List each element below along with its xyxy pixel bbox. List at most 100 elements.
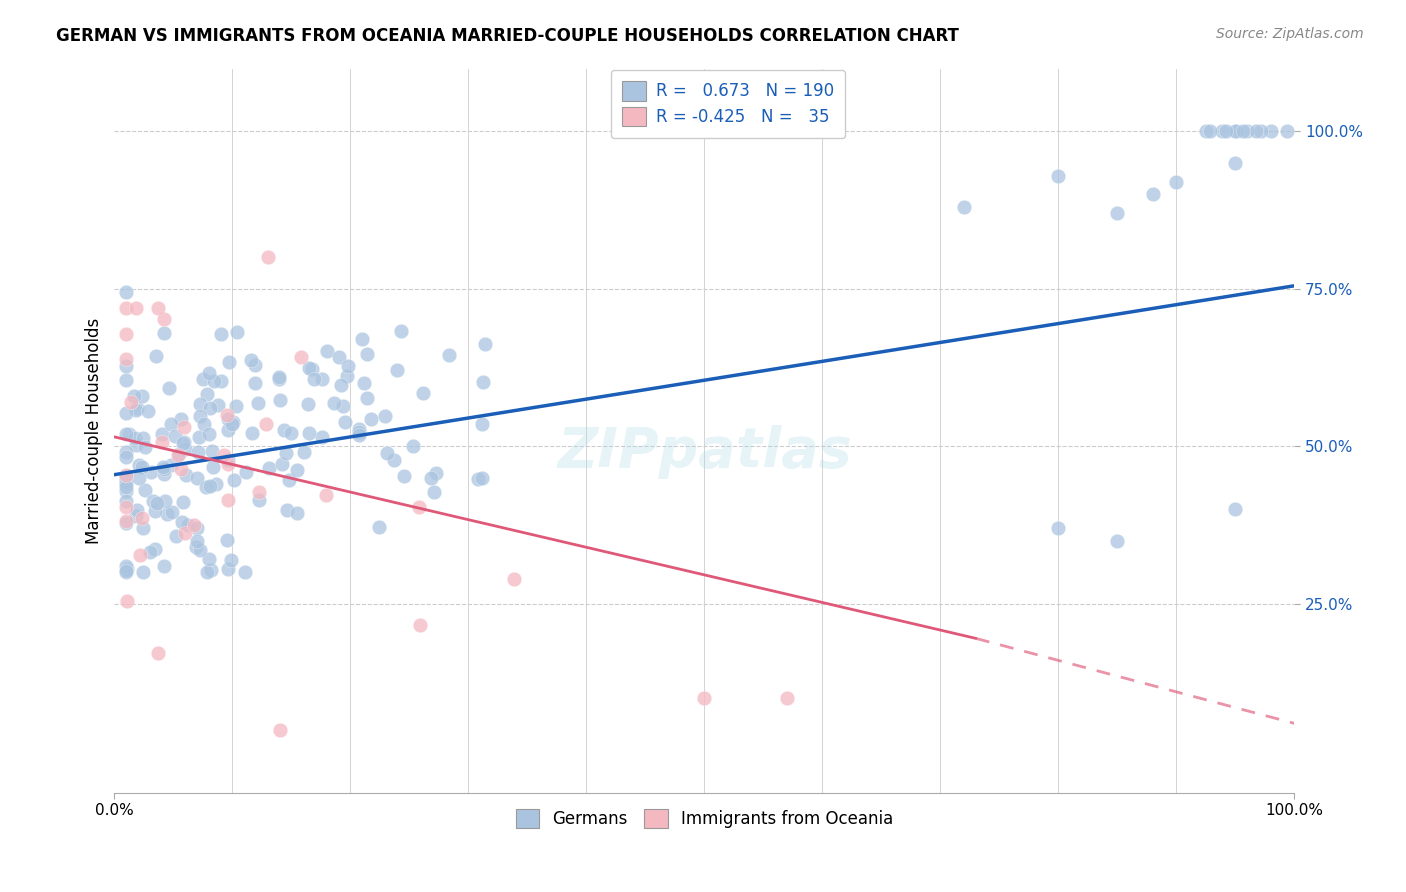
Point	[188, 542, 211, 557]
Point	[125, 301, 148, 315]
Point	[315, 488, 337, 502]
Point	[298, 426, 321, 441]
Point	[173, 434, 195, 449]
Point	[235, 465, 257, 479]
Point	[243, 358, 266, 372]
Point	[222, 415, 245, 429]
Point	[269, 392, 291, 407]
Point	[143, 541, 166, 556]
Point	[145, 349, 167, 363]
Point	[269, 723, 291, 737]
Point	[193, 417, 215, 431]
Point	[425, 467, 447, 481]
Point	[184, 540, 207, 554]
Point	[247, 484, 270, 499]
Point	[347, 427, 370, 442]
Point	[292, 444, 315, 458]
Point	[408, 500, 430, 515]
Point	[134, 440, 156, 454]
Point	[186, 471, 208, 485]
Point	[247, 492, 270, 507]
Point	[287, 506, 309, 520]
Point	[167, 447, 190, 461]
Point	[290, 350, 312, 364]
Point	[297, 397, 319, 411]
Point	[169, 461, 191, 475]
Point	[115, 359, 138, 373]
Point	[219, 553, 242, 567]
Point	[115, 494, 138, 508]
Point	[165, 529, 187, 543]
Point	[285, 463, 308, 477]
Point	[125, 438, 148, 452]
Point	[153, 467, 176, 481]
Point	[115, 514, 138, 528]
Point	[115, 450, 138, 464]
Point	[375, 446, 398, 460]
Point	[125, 401, 148, 415]
Point	[217, 533, 239, 547]
Point	[174, 442, 197, 457]
Point	[125, 403, 148, 417]
Point	[160, 458, 183, 472]
Point	[217, 562, 239, 576]
Point	[316, 343, 339, 358]
Point	[1223, 124, 1246, 138]
Point	[197, 427, 219, 442]
Point	[174, 467, 197, 482]
Point	[115, 566, 138, 580]
Point	[1199, 124, 1222, 138]
Point	[1225, 502, 1247, 516]
Point	[152, 459, 174, 474]
Point	[311, 372, 333, 386]
Point	[222, 473, 245, 487]
Point	[347, 422, 370, 436]
Point	[157, 381, 180, 395]
Point	[115, 562, 138, 576]
Point	[115, 476, 138, 491]
Point	[115, 475, 138, 490]
Point	[328, 350, 350, 364]
Point	[298, 360, 321, 375]
Point	[115, 564, 138, 578]
Point	[115, 480, 138, 494]
Point	[1166, 175, 1188, 189]
Point	[1246, 124, 1268, 138]
Point	[1211, 124, 1233, 138]
Point	[240, 352, 263, 367]
Point	[205, 477, 228, 491]
Point	[115, 516, 138, 530]
Point	[1107, 206, 1129, 220]
Point	[243, 376, 266, 390]
Point	[322, 395, 344, 409]
Point	[409, 617, 432, 632]
Point	[1107, 533, 1129, 548]
Point	[217, 492, 239, 507]
Point	[141, 465, 163, 479]
Text: Source: ZipAtlas.com: Source: ZipAtlas.com	[1216, 27, 1364, 41]
Point	[166, 448, 188, 462]
Point	[257, 461, 280, 475]
Point	[202, 459, 225, 474]
Point	[197, 552, 219, 566]
Point	[776, 691, 799, 706]
Point	[186, 520, 208, 534]
Point	[125, 503, 148, 517]
Point	[311, 430, 333, 444]
Point	[195, 387, 218, 401]
Point	[131, 460, 153, 475]
Point	[225, 325, 247, 339]
Point	[218, 354, 240, 368]
Point	[115, 445, 138, 459]
Point	[191, 372, 214, 386]
Point	[186, 533, 208, 548]
Point	[1232, 124, 1254, 138]
Point	[131, 389, 153, 403]
Point	[301, 362, 323, 376]
Point	[183, 518, 205, 533]
Point	[280, 426, 302, 441]
Point	[356, 391, 378, 405]
Point	[198, 401, 221, 415]
Point	[277, 473, 299, 487]
Point	[267, 372, 290, 386]
